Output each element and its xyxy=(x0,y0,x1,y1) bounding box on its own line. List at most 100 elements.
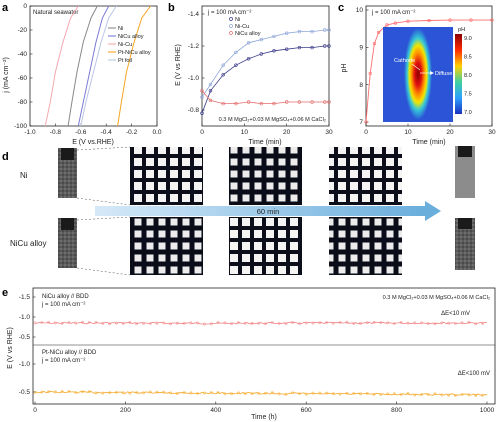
panel-e-x-tick-label: 0 xyxy=(33,407,37,414)
panel-e-nicu-alloy-trace-point xyxy=(257,321,261,325)
panel-c-point xyxy=(393,21,398,25)
panel-e-nicu-alloy-trace-point xyxy=(447,321,451,325)
panel-e-pt-nicu-alloy-trace-point xyxy=(318,391,322,395)
panel-label-d: d xyxy=(2,151,9,163)
panel-e-nicu-alloy-trace-point xyxy=(386,321,390,325)
panel-e-nicu-alloy-trace-point xyxy=(352,321,356,325)
panel-e-pt-nicu-alloy-trace-point xyxy=(304,392,308,396)
panel-c-point xyxy=(377,30,381,35)
panel-e-pt-nicu-alloy-trace-point xyxy=(392,392,396,396)
panel-e-pt-nicu-alloy-trace-point xyxy=(236,391,240,395)
panel-e-nicu-alloy-trace-point xyxy=(392,322,396,326)
panel-a-legend-label: Pt foil xyxy=(118,58,132,64)
panel-e-pt-nicu-alloy-trace-point xyxy=(277,392,281,396)
panel-a-annotation: Natural seawater xyxy=(33,10,78,16)
panel-b-point xyxy=(272,101,276,106)
panel-e-pt-nicu-alloy-trace-point xyxy=(325,391,328,395)
panel-e-nicu-alloy-trace-point xyxy=(297,322,301,326)
panel-a-x-tick-label: -1.0 xyxy=(24,129,36,136)
panel-e-nicu-alloy-trace-point xyxy=(358,321,362,325)
e-bottom-label-1: Pt-NiCu alloy // BDD xyxy=(42,350,97,356)
panel-e-pt-nicu-alloy-trace-point xyxy=(128,391,132,395)
panel-e-bottom-y-tick-label: -1.0 xyxy=(19,361,31,368)
panel-a-curve-ni xyxy=(67,5,98,127)
panel-e-pt-nicu-alloy-trace-point xyxy=(135,390,139,394)
panel-a-y-tick-label: -20 xyxy=(18,27,28,34)
panel-e-nicu-alloy-trace-point xyxy=(250,321,254,325)
nicu-electrode-after-clip xyxy=(458,218,472,229)
panel-e-nicu-alloy-trace-point xyxy=(74,321,78,325)
panel-c-point xyxy=(427,18,431,23)
panel-e-pt-nicu-alloy-trace-point xyxy=(460,393,464,396)
panel-c: c pH 7 8 9 10 0 10 20 30 j = 100 mA cm⁻² Catho… xyxy=(338,2,496,146)
panel-e-pt-nicu-alloy-trace-point xyxy=(155,390,159,394)
panel-e-nicu-alloy-trace-point xyxy=(440,321,444,325)
panel-e-pt-nicu-alloy-trace-point xyxy=(148,390,152,394)
panel-c-point xyxy=(448,18,452,22)
panel-b-point xyxy=(259,52,263,56)
panel-c-y-tick-label: 10 xyxy=(356,7,364,14)
panel-c-point xyxy=(469,18,473,22)
panel-e-pt-nicu-alloy-trace-point xyxy=(230,392,234,396)
panel-e-pt-nicu-alloy-trace-point xyxy=(474,393,478,397)
panel-e-nicu-alloy-trace-point xyxy=(223,321,227,325)
time-arrow-label: 60 min xyxy=(257,207,280,216)
e-top-delta: ΔE<10 mV xyxy=(441,311,470,317)
panel-b-y-tick-label: -1.2 xyxy=(188,43,200,50)
panel-b-y-tick-label: -0.8 xyxy=(188,107,200,114)
panel-e-nicu-alloy-trace-point xyxy=(128,320,132,324)
panel-a-curve-pt-foil xyxy=(80,5,117,127)
panel-c-ph-curve xyxy=(365,19,492,123)
panel-a-legend-label: Ni xyxy=(118,26,123,32)
panel-e-pt-nicu-alloy-trace-point xyxy=(365,391,369,395)
panel-e-pt-nicu-alloy-trace-point xyxy=(440,393,444,397)
panel-d: d Ni NiCu alloy 60 min xyxy=(2,146,475,276)
panel-e-nicu-alloy-trace-point xyxy=(47,320,51,324)
panel-e-pt-nicu-alloy-trace-point xyxy=(60,390,64,393)
panel-e-nicu-alloy-trace-point xyxy=(291,320,295,324)
panel-e-nicu-alloy-trace-point xyxy=(284,322,288,326)
panel-b-y-tick-label: -1.0 xyxy=(188,75,200,82)
e-bottom-delta: ΔE<100 mV xyxy=(458,371,490,377)
panel-a-y-tick-label: -100 xyxy=(14,123,27,130)
panel-e-nicu-alloy-trace-point xyxy=(33,321,37,325)
panel-e-pt-nicu-alloy-trace-point xyxy=(426,392,430,396)
panel-e-nicu-alloy-trace-point xyxy=(264,322,267,326)
panel-b-x-tick-label: 20 xyxy=(283,129,291,136)
panel-b-point xyxy=(272,34,276,39)
panel-a-frame xyxy=(29,5,158,127)
nicu-electrode-clip xyxy=(61,218,74,230)
panel-b-point xyxy=(323,44,327,48)
panel-a-x-tick-label: 0.0 xyxy=(152,129,161,136)
panel-e-nicu-alloy-trace-point xyxy=(426,322,430,325)
ni-zoom-line-top xyxy=(76,146,131,151)
panel-e-pt-nicu-alloy-trace-point xyxy=(297,392,301,396)
panel-e-pt-nicu-alloy-trace-point xyxy=(420,393,423,396)
inset-diffuse-label: Diffuse xyxy=(435,71,452,77)
panel-b-point xyxy=(221,73,225,77)
panel-e-pt-nicu-alloy-trace-point xyxy=(81,390,84,394)
panel-a-y-tick-label: -40 xyxy=(18,51,28,58)
panel-b-point xyxy=(323,100,327,104)
panel-e-pt-nicu-alloy-trace-point xyxy=(67,390,71,393)
panel-e-top-y-tick-label: -0.5 xyxy=(19,334,31,341)
panel-e-nicu-alloy-trace-point xyxy=(433,322,437,326)
panel-b-point xyxy=(200,95,204,99)
panel-e-pt-nicu-alloy-trace-point xyxy=(413,393,417,397)
nicu-micrograph-2 xyxy=(229,217,302,275)
panel-a-legend-label: NiCu alloy xyxy=(118,34,144,40)
panel-e-nicu-alloy-trace-point xyxy=(304,321,308,325)
panel-a-x-tick-label: -0.4 xyxy=(101,129,113,136)
panel-e-nicu-alloy-trace-point xyxy=(203,322,206,326)
panel-e-pt-nicu-alloy-trace-point xyxy=(189,391,193,395)
panel-e-nicu-alloy-trace-point xyxy=(453,321,457,325)
panel-e-nicu-alloy-trace xyxy=(34,321,487,325)
panel-e-pt-nicu-alloy-trace-point xyxy=(108,391,112,395)
panel-b-point xyxy=(259,101,263,106)
e-electrolyte: 0.3 M MgCl₂+0.03 M MgSO₄+0.06 M CaCl₂ xyxy=(383,295,490,301)
panel-c-y-tick-label: 9 xyxy=(359,45,363,52)
cathode-pointer xyxy=(411,63,421,71)
panel-b-point xyxy=(259,37,263,42)
panel-b-legend-label: Ni xyxy=(235,17,240,23)
